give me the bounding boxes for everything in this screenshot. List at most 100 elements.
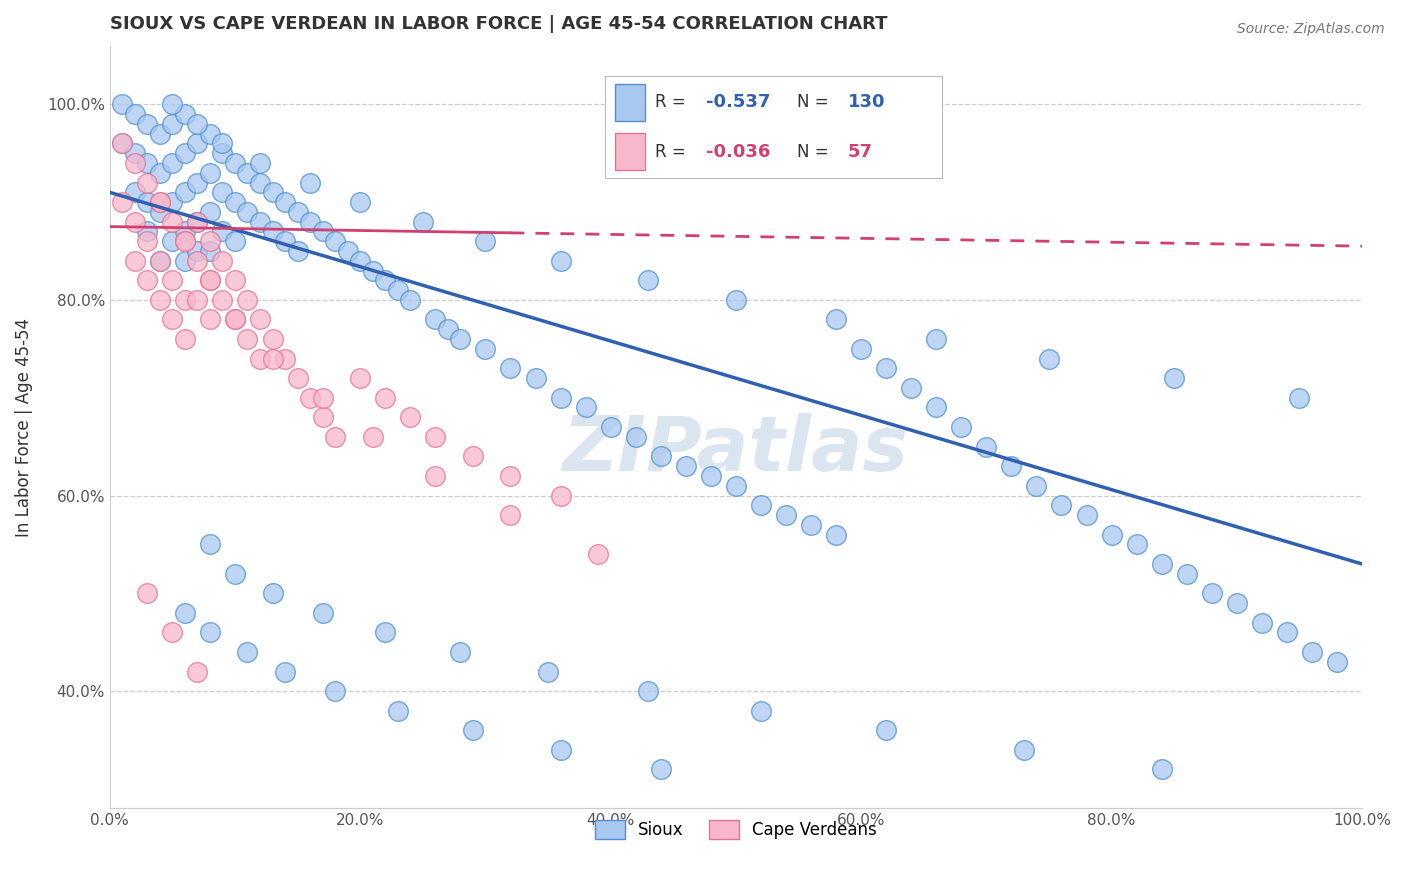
Point	[499, 361, 522, 376]
Point	[211, 136, 233, 151]
Point	[849, 342, 872, 356]
Point	[186, 665, 208, 679]
Point	[149, 253, 172, 268]
FancyBboxPatch shape	[614, 133, 645, 170]
Point	[162, 97, 184, 112]
Point	[186, 215, 208, 229]
Point	[323, 684, 346, 698]
Point	[875, 723, 897, 738]
Point	[173, 234, 195, 248]
Point	[274, 351, 297, 366]
Point	[287, 244, 309, 258]
Point	[1150, 762, 1173, 776]
Point	[361, 430, 384, 444]
Point	[449, 645, 471, 659]
Point	[111, 195, 134, 210]
Point	[249, 156, 271, 170]
Point	[173, 606, 195, 620]
Point	[198, 273, 221, 287]
Point	[262, 332, 284, 346]
Y-axis label: In Labor Force | Age 45-54: In Labor Force | Age 45-54	[15, 318, 32, 537]
Point	[136, 273, 159, 287]
Point	[749, 498, 772, 512]
Point	[186, 244, 208, 258]
Point	[550, 743, 572, 757]
Text: R =: R =	[655, 143, 692, 161]
Point	[224, 195, 246, 210]
Point	[399, 293, 422, 307]
Point	[186, 253, 208, 268]
FancyBboxPatch shape	[614, 84, 645, 121]
Point	[1201, 586, 1223, 600]
Point	[349, 195, 371, 210]
Point	[162, 312, 184, 326]
Point	[186, 136, 208, 151]
Point	[1288, 391, 1310, 405]
Point	[412, 215, 434, 229]
Point	[224, 312, 246, 326]
Point	[349, 371, 371, 385]
Point	[1101, 527, 1123, 541]
Point	[149, 205, 172, 219]
Point	[1000, 459, 1022, 474]
Point	[311, 606, 333, 620]
Point	[1326, 655, 1348, 669]
Point	[900, 381, 922, 395]
Point	[262, 224, 284, 238]
Point	[173, 253, 195, 268]
Point	[173, 146, 195, 161]
Point	[950, 420, 973, 434]
Point	[537, 665, 560, 679]
Point	[374, 625, 396, 640]
Point	[299, 391, 322, 405]
Point	[287, 371, 309, 385]
Point	[650, 450, 672, 464]
Point	[1012, 743, 1035, 757]
Point	[136, 586, 159, 600]
Point	[198, 166, 221, 180]
Point	[198, 273, 221, 287]
Text: -0.537: -0.537	[706, 94, 770, 112]
Point	[262, 186, 284, 200]
Point	[136, 195, 159, 210]
Point	[775, 508, 797, 522]
Point	[274, 234, 297, 248]
Point	[575, 401, 598, 415]
Point	[323, 430, 346, 444]
Point	[224, 234, 246, 248]
Point	[224, 156, 246, 170]
Point	[236, 205, 259, 219]
Point	[136, 156, 159, 170]
Point	[249, 312, 271, 326]
Text: 130: 130	[848, 94, 884, 112]
Point	[249, 215, 271, 229]
Point	[637, 684, 659, 698]
Point	[149, 127, 172, 141]
Point	[1250, 615, 1272, 630]
Point	[236, 293, 259, 307]
Point	[1226, 596, 1249, 610]
Text: ZIPatlas: ZIPatlas	[562, 413, 908, 487]
Point	[650, 762, 672, 776]
Point	[399, 410, 422, 425]
Point	[361, 263, 384, 277]
Point	[336, 244, 359, 258]
Point	[236, 645, 259, 659]
Point	[124, 107, 146, 121]
Point	[675, 459, 697, 474]
Point	[925, 401, 948, 415]
Point	[599, 420, 621, 434]
Point	[311, 224, 333, 238]
Point	[550, 489, 572, 503]
Point	[124, 215, 146, 229]
Point	[550, 391, 572, 405]
Point	[173, 224, 195, 238]
Point	[162, 625, 184, 640]
Point	[349, 253, 371, 268]
Text: SIOUX VS CAPE VERDEAN IN LABOR FORCE | AGE 45-54 CORRELATION CHART: SIOUX VS CAPE VERDEAN IN LABOR FORCE | A…	[110, 15, 887, 33]
Point	[1175, 566, 1198, 581]
Point	[825, 312, 848, 326]
Point	[437, 322, 460, 336]
Point	[1076, 508, 1098, 522]
Point	[211, 253, 233, 268]
